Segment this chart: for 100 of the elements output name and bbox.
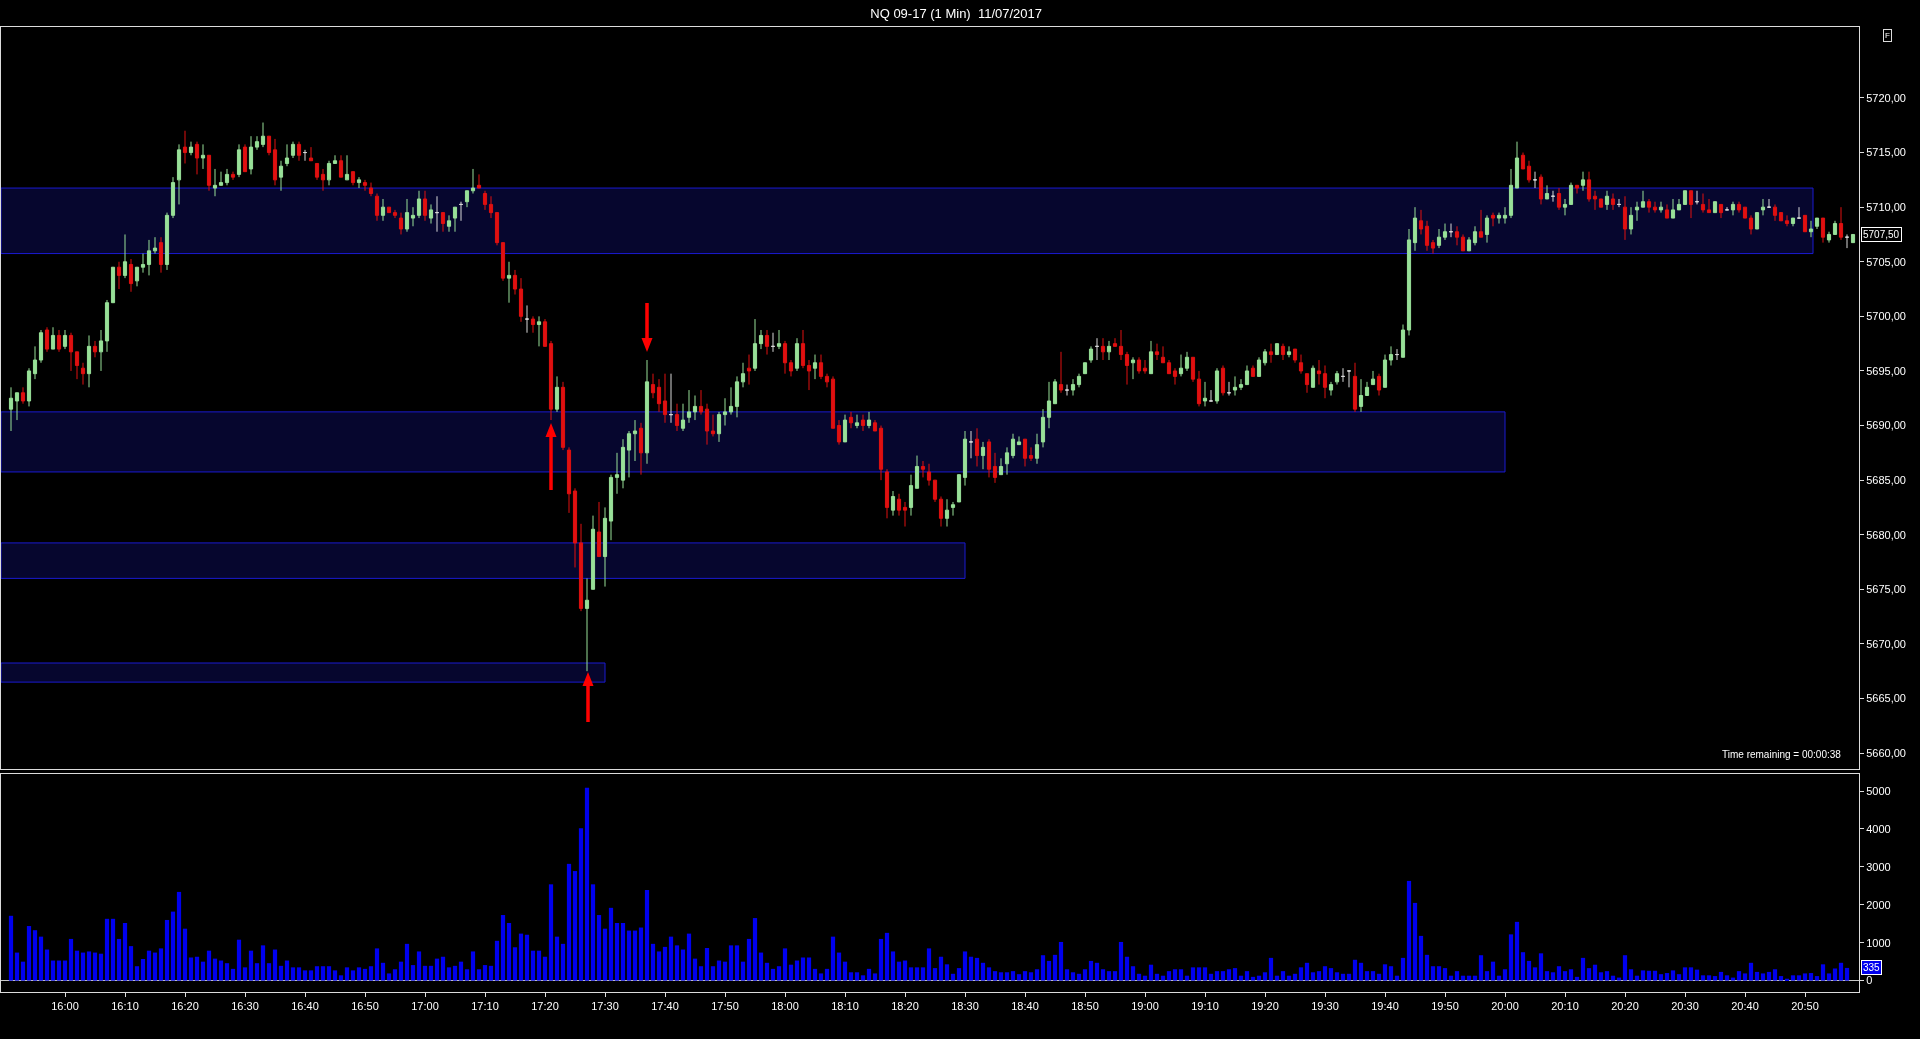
bar <box>1010 971 1016 981</box>
bar <box>986 967 992 981</box>
candlestick <box>344 154 350 181</box>
bar <box>1028 972 1034 981</box>
bar <box>140 959 146 981</box>
bar <box>1730 977 1736 981</box>
bar <box>1610 975 1616 981</box>
candlestick <box>1814 217 1820 230</box>
bar <box>848 972 854 981</box>
bar <box>56 960 62 981</box>
bar <box>590 884 596 981</box>
candlestick <box>1046 381 1052 429</box>
bar <box>1220 971 1226 981</box>
x-tick-label: 18:20 <box>891 1000 919 1013</box>
candlestick <box>86 334 92 388</box>
candlestick <box>1826 231 1832 244</box>
bar <box>1382 964 1388 981</box>
bar <box>1304 962 1310 981</box>
bar <box>464 969 470 981</box>
bar <box>1238 975 1244 981</box>
bar <box>728 945 734 981</box>
candlestick <box>692 395 698 421</box>
candlestick <box>626 430 632 478</box>
candlestick <box>1010 433 1016 459</box>
bar <box>1004 972 1010 981</box>
y-tick-label: 5690,00 <box>1866 419 1906 432</box>
candlestick <box>1202 381 1208 407</box>
candlestick <box>1478 209 1484 238</box>
bar <box>542 956 548 981</box>
candlestick <box>1244 364 1250 386</box>
candlestick <box>800 329 806 369</box>
candlestick <box>152 236 158 255</box>
text: F <box>1885 31 1890 40</box>
bar <box>1088 960 1094 981</box>
y-tick-label: 0 <box>1866 974 1873 987</box>
bar <box>1508 934 1514 981</box>
candlestick <box>578 523 584 612</box>
candlestick <box>1844 233 1850 249</box>
candlestick <box>506 261 512 304</box>
bar <box>236 939 242 981</box>
annotation: 335 <box>1863 962 1881 973</box>
candlestick <box>242 143 248 173</box>
candlestick <box>1418 209 1424 235</box>
bar <box>1586 968 1592 981</box>
bar <box>1790 975 1796 981</box>
candlestick <box>524 304 530 334</box>
bar <box>338 975 344 981</box>
bar <box>344 967 350 981</box>
candlestick <box>884 468 890 519</box>
candlestick <box>1802 214 1808 233</box>
bar <box>944 964 950 981</box>
candlestick <box>380 198 386 222</box>
bar <box>938 956 944 981</box>
x-tick-label: 17:50 <box>711 1000 739 1013</box>
bar <box>734 945 740 981</box>
candlestick <box>1574 184 1580 195</box>
candlestick <box>1208 389 1214 402</box>
candlestick <box>752 318 758 372</box>
bar <box>800 957 806 981</box>
bar <box>1256 975 1262 981</box>
bar <box>1430 966 1436 981</box>
bar <box>1754 971 1760 981</box>
candlestick <box>1412 206 1418 252</box>
candlestick <box>1448 223 1454 238</box>
candlestick <box>1100 337 1106 361</box>
bar <box>1628 969 1634 981</box>
candlestick <box>1706 198 1712 214</box>
bar <box>1352 959 1358 981</box>
candlestick <box>1502 206 1508 225</box>
candlestick <box>134 266 140 287</box>
candlestick <box>1610 193 1616 211</box>
bar <box>1376 973 1382 981</box>
bar <box>1652 970 1658 981</box>
bar <box>158 948 164 981</box>
bar <box>1154 973 1160 981</box>
candlestick <box>170 176 176 219</box>
bar <box>200 961 206 981</box>
candlestick <box>698 389 704 416</box>
bar <box>560 943 566 981</box>
bar <box>806 957 812 981</box>
candlestick <box>968 430 974 459</box>
bar <box>62 960 68 981</box>
candlestick <box>980 441 986 470</box>
candlestick <box>998 457 1004 476</box>
candlestick <box>1172 367 1178 386</box>
candlestick <box>596 501 602 558</box>
bar <box>410 965 416 981</box>
candlestick <box>1808 220 1814 238</box>
candlestick <box>512 269 518 296</box>
candlestick <box>116 261 122 290</box>
candlestick <box>320 168 326 192</box>
bar <box>1442 968 1448 981</box>
candlestick <box>836 419 842 446</box>
candlestick <box>1394 348 1400 361</box>
bar <box>1724 975 1730 981</box>
bar <box>446 967 452 981</box>
candlestick <box>1094 337 1100 361</box>
candlestick <box>1304 373 1310 394</box>
y-tick-label: 4000 <box>1866 822 1891 835</box>
candlestick <box>374 193 380 222</box>
